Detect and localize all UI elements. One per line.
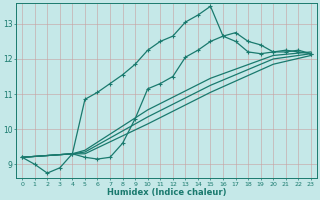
X-axis label: Humidex (Indice chaleur): Humidex (Indice chaleur) [107,188,226,197]
